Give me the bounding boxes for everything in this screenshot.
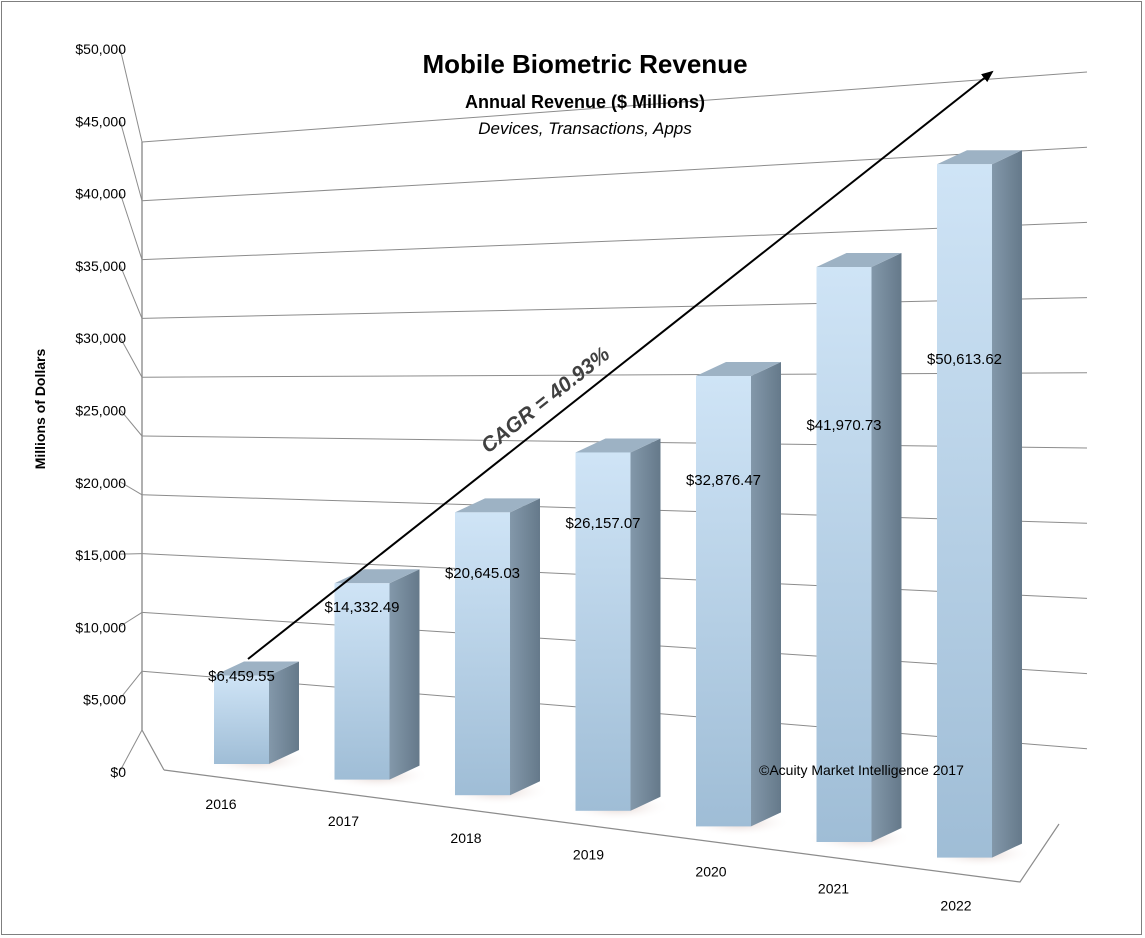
chart-subtitle-2: Devices, Transactions, Apps: [478, 119, 692, 138]
tick-mark: [119, 192, 143, 260]
y-tick-label: $10,000: [75, 619, 126, 635]
tick-mark: [119, 336, 143, 378]
gridline: [141, 221, 1088, 261]
y-tick-label: $30,000: [75, 330, 126, 346]
tick-mark: [119, 120, 143, 201]
bar-2021: $41,970.73: [806, 253, 912, 852]
bar-side-face: [389, 569, 420, 780]
y-tick-label: $0: [110, 764, 126, 780]
bar-front-face: [937, 164, 992, 858]
gridline: [141, 297, 1088, 319]
data-label: $41,970.73: [806, 417, 881, 434]
bar-2017: $14,332.49: [324, 569, 430, 790]
bar-2019: $26,157.07: [565, 438, 671, 821]
y-tick-label: $5,000: [83, 692, 126, 708]
data-label: $14,332.49: [324, 599, 399, 616]
y-axis-ticks: $0 $5,000 $10,000 $15,000 $20,000 $25,000 $30,…: [75, 41, 143, 780]
bar-2016: $6,459.55: [204, 661, 309, 774]
bar-2018: $20,645.03: [445, 498, 550, 806]
gridline: [141, 146, 1088, 202]
floor-edge: [163, 769, 1060, 883]
bar-front-face: [334, 583, 390, 780]
bar-front-face: [214, 675, 269, 764]
tick-mark: [119, 670, 143, 700]
chart-title: Mobile Biometric Revenue: [422, 49, 747, 79]
bar-side-face: [992, 150, 1022, 858]
data-label: $26,157.07: [565, 515, 640, 532]
y-tick-label: $50,000: [75, 41, 126, 57]
data-label: $32,876.47: [686, 472, 761, 489]
bar-top-face: [937, 150, 1022, 165]
y-tick-label: $15,000: [75, 547, 126, 563]
bar-side-face: [630, 438, 661, 811]
bar-top-face: [334, 569, 420, 584]
bar-top-face: [696, 361, 781, 376]
data-label: $6,459.55: [208, 668, 275, 685]
x-tick-label: 2017: [328, 813, 359, 829]
tick-mark: [119, 481, 143, 496]
x-axis-ticks: 2016 2017 2018 2019 2020 2021 2022: [205, 796, 971, 913]
bar-front-face: [455, 512, 510, 796]
chart-subtitle: Annual Revenue ($ Millions): [465, 92, 705, 112]
x-tick-label: 2018: [450, 830, 481, 846]
bars: $6,459.55 $14,332.49 $20,645.03 $26,157.07 $…: [204, 150, 1032, 868]
bar-front-face: [575, 452, 631, 811]
bar-side-face: [269, 661, 299, 764]
bar-side-face: [871, 253, 902, 843]
x-tick-label: 2022: [940, 897, 971, 913]
bar-side-face: [751, 361, 781, 827]
bar-front-face: [696, 375, 751, 827]
copyright-notice: ©Acuity Market Intelligence 2017: [759, 762, 964, 778]
y-tick-label: $20,000: [75, 475, 126, 491]
x-tick-label: 2020: [695, 864, 726, 880]
y-tick-label: $25,000: [75, 403, 126, 419]
gridline: [141, 372, 1088, 378]
bar-top-face: [816, 253, 902, 268]
tick-mark: [119, 47, 143, 143]
y-tick-label: $45,000: [75, 113, 126, 129]
y-axis-label: Millions of Dollars: [32, 349, 48, 470]
data-label: $20,645.03: [445, 565, 520, 582]
tick-mark: [119, 553, 143, 555]
cagr-arrow: [247, 70, 994, 660]
bar-top-face: [214, 661, 299, 676]
tick-mark: [119, 729, 143, 772]
tick-mark: [119, 264, 143, 319]
bar-top-face: [455, 498, 540, 513]
bar-2020: $32,876.47: [686, 361, 791, 837]
gridline: [141, 71, 1088, 143]
bar-side-face: [510, 498, 540, 796]
data-label: $50,613.62: [927, 351, 1002, 368]
cagr-annotation: CAGR = 40.93%: [477, 342, 615, 458]
left-wall-edge: [141, 142, 165, 771]
x-tick-label: 2019: [573, 847, 604, 863]
x-tick-label: 2021: [818, 881, 849, 897]
x-tick-label: 2016: [205, 796, 236, 812]
y-tick-label: $40,000: [75, 186, 126, 202]
bar-top-face: [575, 438, 661, 453]
bar-front-face: [816, 267, 872, 843]
bar-2022: $50,613.62: [927, 150, 1032, 868]
y-tick-label: $35,000: [75, 258, 126, 274]
tick-mark: [119, 611, 143, 627]
tick-mark: [119, 409, 143, 437]
